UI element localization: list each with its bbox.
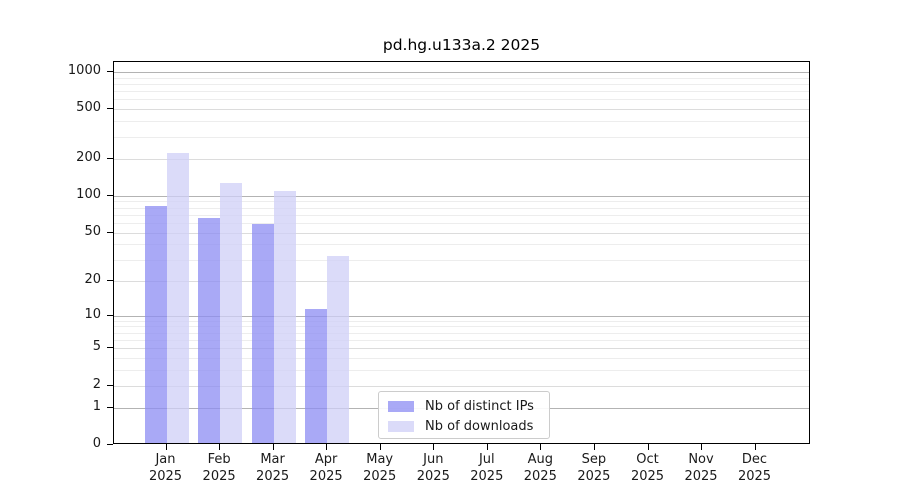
- gridline-5: [114, 348, 809, 350]
- gridline-900: [114, 77, 809, 79]
- x-tick-label-mar: Mar 2025: [256, 452, 290, 484]
- gridline-3: [114, 370, 809, 372]
- gridline-400: [114, 121, 809, 123]
- bar-mar-downloads: [273, 190, 296, 443]
- bar-apr-downloads: [327, 255, 350, 443]
- gridline-8: [114, 326, 809, 328]
- gridline-4: [114, 358, 809, 360]
- gridline-9: [114, 320, 809, 322]
- x-tick-label-feb: Feb 2025: [202, 452, 236, 484]
- y-tick-5: [107, 347, 113, 349]
- y-tick-10: [107, 314, 113, 316]
- x-tick-label-aug: Aug 2025: [523, 452, 557, 484]
- y-tick-label-0: 0: [92, 436, 101, 451]
- gridline-20: [114, 280, 809, 282]
- x-tick-jul: [486, 444, 488, 450]
- bar-jan-distinct-ips: [144, 205, 167, 443]
- gridline-40: [114, 244, 809, 246]
- gridline-90: [114, 201, 809, 203]
- x-tick-sep: [593, 444, 595, 450]
- gridline-6: [114, 339, 809, 341]
- y-tick-label-2: 2: [92, 376, 101, 392]
- y-tick-label-10: 10: [84, 306, 101, 322]
- legend-label-distinct-ips: Nb of distinct IPs: [425, 398, 534, 414]
- legend-label-downloads: Nb of downloads: [425, 418, 534, 434]
- gridline-2: [114, 385, 809, 387]
- gridline-50: [114, 232, 809, 234]
- gridline-200: [114, 158, 809, 160]
- y-tick-1: [107, 406, 113, 408]
- x-tick-jun: [433, 444, 435, 450]
- legend: Nb of distinct IPs Nb of downloads: [378, 391, 550, 439]
- gridline-700: [114, 91, 809, 93]
- legend-swatch-downloads: [388, 420, 414, 432]
- gridline-1000: [114, 71, 809, 73]
- y-tick-label-200: 200: [76, 149, 101, 165]
- x-tick-label-nov: Nov 2025: [684, 452, 718, 484]
- x-tick-label-sep: Sep 2025: [577, 452, 611, 484]
- y-tick-label-100: 100: [76, 186, 101, 202]
- bar-apr-distinct-ips: [305, 308, 328, 443]
- x-tick-aug: [540, 444, 542, 450]
- x-tick-label-jul: Jul 2025: [470, 452, 504, 484]
- gridline-60: [114, 223, 809, 224]
- x-tick-label-may: May 2025: [363, 452, 397, 484]
- x-tick-label-dec: Dec 2025: [737, 452, 772, 484]
- y-tick-100: [107, 194, 113, 196]
- gridline-7: [114, 332, 809, 334]
- gridline-70: [114, 214, 809, 216]
- gridline-10: [114, 315, 809, 317]
- x-tick-dec: [754, 444, 756, 450]
- gridline-80: [114, 207, 809, 209]
- x-tick-may: [379, 444, 381, 450]
- bar-feb-downloads: [220, 182, 242, 443]
- y-tick-500: [107, 108, 113, 110]
- gridline-800: [114, 83, 809, 85]
- y-tick-label-20: 20: [84, 271, 101, 287]
- y-tick-20: [107, 279, 113, 281]
- gridline-30: [114, 259, 809, 261]
- y-tick-label-1000: 1000: [67, 62, 101, 78]
- plot-area: [113, 61, 810, 444]
- bar-mar-distinct-ips: [251, 223, 274, 443]
- x-tick-apr: [326, 444, 328, 450]
- x-tick-nov: [701, 444, 702, 450]
- y-tick-label-50: 50: [84, 223, 101, 239]
- x-tick-label-oct: Oct 2025: [630, 452, 665, 484]
- gridline-300: [114, 136, 809, 138]
- bar-jan-downloads: [166, 152, 189, 443]
- x-tick-feb: [219, 444, 221, 450]
- x-tick-mar: [272, 444, 274, 450]
- x-tick-label-jun: Jun 2025: [416, 452, 450, 484]
- gridline-600: [114, 99, 809, 101]
- y-tick-label-500: 500: [76, 100, 101, 116]
- gridline-100: [114, 195, 809, 197]
- x-tick-oct: [647, 444, 649, 450]
- legend-row-distinct-ips: Nb of distinct IPs: [388, 396, 549, 416]
- y-tick-1000: [107, 70, 113, 72]
- y-tick-50: [107, 231, 113, 233]
- x-tick-label-jan: Jan 2025: [148, 452, 183, 484]
- x-tick-label-apr: Apr 2025: [309, 452, 343, 484]
- gridline-500: [114, 109, 809, 111]
- legend-swatch-distinct-ips: [388, 400, 414, 412]
- y-tick-label-5: 5: [92, 339, 101, 355]
- y-tick-label-1: 1: [92, 398, 101, 414]
- bar-feb-distinct-ips: [198, 217, 220, 443]
- y-tick-2: [107, 384, 113, 386]
- x-tick-jan: [165, 444, 167, 450]
- legend-row-downloads: Nb of downloads: [388, 416, 549, 436]
- y-tick-200: [107, 157, 113, 159]
- chart-title: pd.hg.u133a.2 2025: [382, 36, 541, 54]
- y-tick-0: [107, 444, 113, 445]
